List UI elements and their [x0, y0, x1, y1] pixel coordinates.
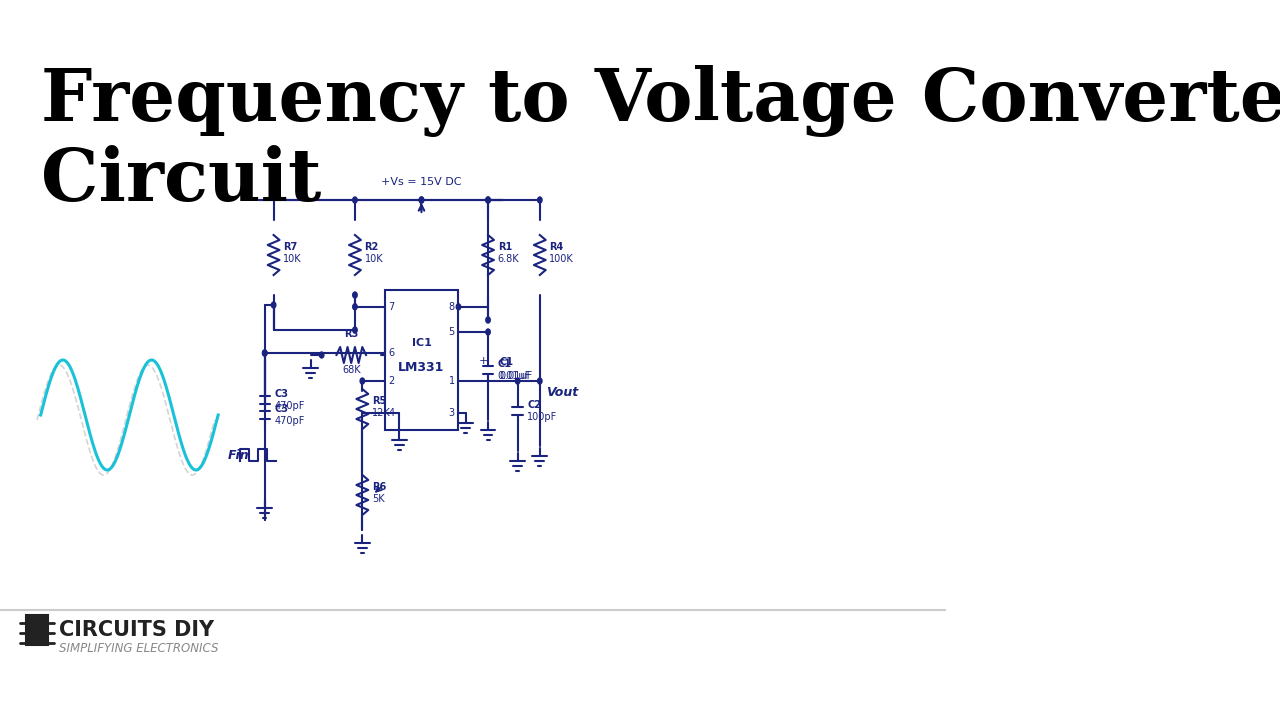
Text: R3: R3 — [344, 329, 358, 339]
Circle shape — [271, 302, 275, 308]
Text: 68K: 68K — [342, 365, 361, 375]
Circle shape — [456, 304, 461, 310]
Circle shape — [486, 329, 490, 335]
Text: 12K: 12K — [372, 408, 390, 418]
Circle shape — [360, 378, 365, 384]
Text: 100pF: 100pF — [527, 412, 558, 422]
Text: C2: C2 — [527, 400, 541, 410]
Text: R5: R5 — [372, 396, 387, 406]
Circle shape — [262, 350, 268, 356]
Text: Fin: Fin — [228, 449, 250, 462]
Text: R4: R4 — [549, 242, 563, 252]
Text: 100K: 100K — [549, 254, 575, 264]
Text: 5: 5 — [448, 327, 454, 337]
Text: 5K: 5K — [372, 494, 384, 504]
Text: 4: 4 — [388, 408, 394, 418]
Text: 2: 2 — [388, 376, 394, 386]
Text: Circuit: Circuit — [41, 145, 321, 216]
Text: 0.01uF: 0.01uF — [498, 371, 531, 381]
Text: 10K: 10K — [283, 254, 302, 264]
Circle shape — [486, 197, 490, 203]
Text: R2: R2 — [365, 242, 379, 252]
Text: +Vs = 15V DC: +Vs = 15V DC — [381, 177, 462, 187]
Circle shape — [353, 327, 357, 333]
Circle shape — [353, 292, 357, 298]
Circle shape — [538, 378, 541, 384]
Circle shape — [353, 197, 357, 203]
Text: Vout: Vout — [545, 386, 579, 399]
Text: C3: C3 — [274, 389, 288, 399]
Text: CIRCUITS DIY: CIRCUITS DIY — [59, 620, 214, 640]
Circle shape — [353, 304, 357, 310]
Circle shape — [516, 378, 520, 384]
Text: 7: 7 — [388, 302, 394, 312]
Text: R7: R7 — [283, 242, 297, 252]
Text: C3: C3 — [274, 404, 288, 414]
Bar — [384, 290, 458, 430]
Circle shape — [420, 197, 424, 203]
Bar — [26, 615, 49, 645]
Text: 6.8K: 6.8K — [498, 254, 520, 264]
Circle shape — [420, 197, 424, 203]
Text: SIMPLIFYING ELECTRONICS: SIMPLIFYING ELECTRONICS — [59, 642, 219, 655]
Text: 8: 8 — [448, 302, 454, 312]
Text: 470pF: 470pF — [274, 416, 305, 426]
Text: 6: 6 — [388, 348, 394, 358]
Text: +: + — [479, 356, 489, 366]
Text: R1: R1 — [498, 242, 512, 252]
Text: Frequency to Voltage Converter: Frequency to Voltage Converter — [41, 65, 1280, 137]
Circle shape — [320, 352, 324, 358]
Text: 3: 3 — [448, 408, 454, 418]
Text: 0.01uF: 0.01uF — [499, 371, 532, 381]
Text: 470pF: 470pF — [274, 401, 305, 411]
Text: 10K: 10K — [365, 254, 383, 264]
Text: IC1: IC1 — [412, 338, 431, 348]
Circle shape — [262, 350, 268, 356]
Text: C1: C1 — [499, 357, 513, 367]
Text: LM331: LM331 — [398, 361, 444, 374]
Text: R6: R6 — [372, 482, 387, 492]
Text: C1: C1 — [498, 359, 512, 369]
Circle shape — [538, 197, 541, 203]
Text: 1: 1 — [448, 376, 454, 386]
Circle shape — [486, 197, 490, 203]
Circle shape — [486, 317, 490, 323]
